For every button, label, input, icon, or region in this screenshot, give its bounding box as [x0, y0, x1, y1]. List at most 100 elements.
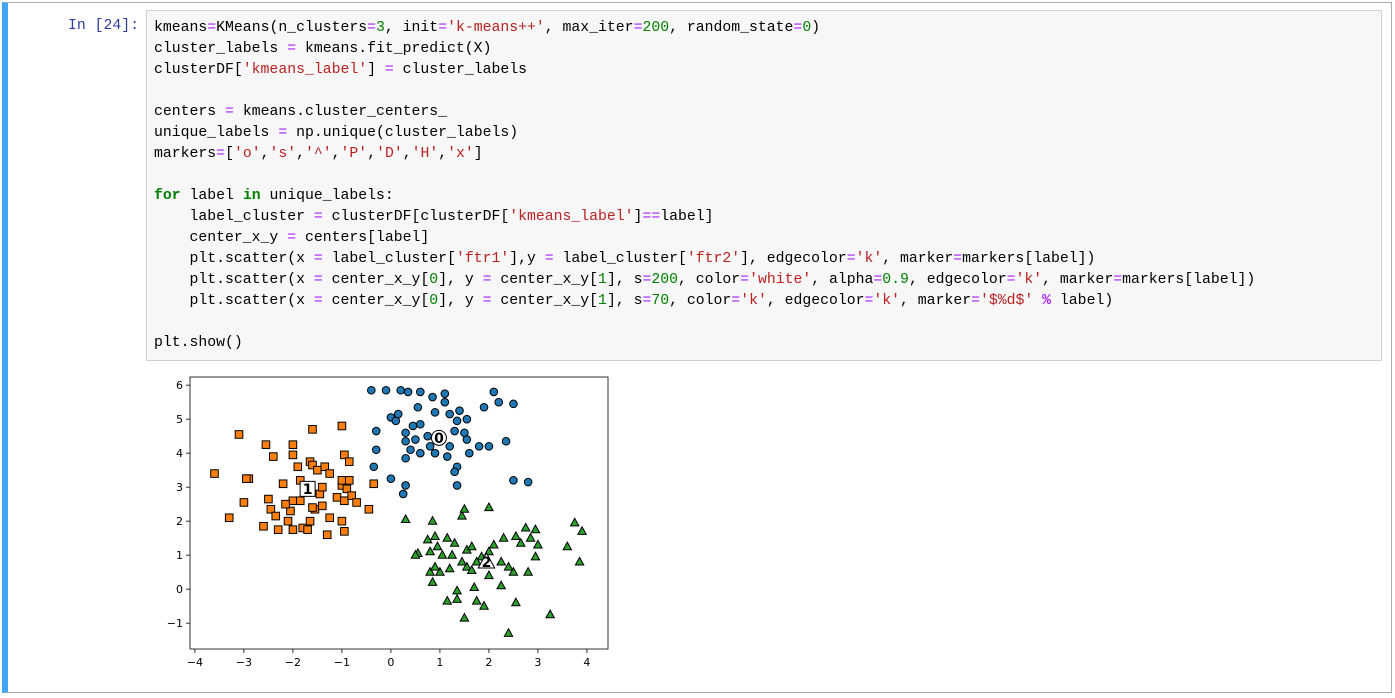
scatter-point — [509, 476, 518, 485]
code-token: 'k-means++' — [447, 20, 545, 36]
scatter-point — [452, 593, 463, 603]
code-line: unique_labels = np.unique(cluster_labels… — [154, 123, 518, 143]
scatter-point — [432, 541, 443, 551]
scatter-point — [242, 474, 251, 483]
scatter-point — [510, 597, 521, 607]
scatter-point — [308, 460, 317, 470]
scatter-point — [474, 442, 484, 451]
x-tick-label: 3 — [534, 656, 541, 669]
scatter-point — [239, 498, 249, 507]
scatter-point — [318, 482, 327, 492]
scatter-point — [224, 513, 234, 523]
code-token: = — [846, 251, 856, 267]
scatter-point — [452, 416, 462, 426]
scatter-point — [364, 504, 374, 514]
code-token: 1 — [598, 293, 607, 309]
scatter-point — [305, 516, 315, 526]
code-line: center_x_y = centers[label] — [154, 228, 430, 248]
code-token: center_x_y — [154, 230, 288, 246]
code-token: = — [216, 146, 226, 162]
scatter-point — [442, 532, 453, 542]
code-token: ], edgecolor — [740, 251, 847, 267]
scatter-point — [295, 496, 305, 506]
scatter-point — [503, 627, 514, 637]
code-token: plt.show() — [154, 335, 243, 351]
code-token: , edgecolor — [766, 293, 865, 309]
scatter-point — [210, 469, 219, 478]
code-token: ] — [633, 209, 643, 225]
code-token: , alpha — [811, 272, 874, 288]
scatter-point — [352, 498, 361, 507]
code-token: clusterDF[ — [154, 62, 243, 78]
scatter-point — [344, 476, 354, 485]
scatter-point — [325, 513, 334, 523]
scatter-point — [530, 551, 541, 561]
scatter-point — [344, 457, 354, 466]
scatter-point — [445, 409, 455, 419]
code-token: cluster_labels — [154, 41, 288, 57]
scatter-point — [525, 532, 536, 542]
y-tick-label: 1 — [176, 549, 183, 562]
code-token: , marker — [1042, 272, 1114, 288]
scatter-point — [445, 442, 455, 451]
code-token: centers — [154, 104, 226, 120]
code-token: , edgecolor — [908, 272, 1007, 288]
scatter-point — [456, 556, 467, 566]
code-token: = — [793, 20, 803, 36]
code-editor[interactable]: kmeans=KMeans(n_clusters=3, init='k-mean… — [146, 10, 1382, 361]
scatter-point — [396, 385, 406, 395]
code-token: kmeans.cluster_centers_ — [233, 104, 448, 120]
code-token: = — [287, 41, 297, 57]
code-token: clusterDF[clusterDF[ — [322, 209, 510, 225]
code-token: 0.9 — [882, 272, 909, 288]
scatter-point — [523, 566, 534, 576]
code-token: = — [731, 293, 741, 309]
scatter-point — [403, 387, 413, 397]
code-token: center_x_y[ — [322, 272, 430, 288]
scatter-point — [401, 436, 410, 446]
code-token: 'k' — [873, 293, 901, 309]
code-token: markers[label]) — [962, 251, 1096, 267]
code-token: markers[label]) — [1122, 272, 1256, 288]
code-token: , random_state — [669, 20, 794, 36]
code-token: 'ftr2' — [686, 251, 741, 267]
code-token: plt.scatter(x — [154, 293, 314, 309]
scatter-point — [313, 465, 322, 475]
scatter-point — [569, 517, 580, 527]
code-token: = — [642, 272, 652, 288]
code-token: , init — [384, 20, 439, 36]
scatter-point — [325, 469, 334, 478]
scatter-point — [347, 491, 357, 500]
cluster-center — [299, 480, 316, 497]
scatter-point — [450, 467, 459, 477]
code-token: 1 — [598, 272, 607, 288]
scatter-point — [273, 525, 283, 534]
y-tick-label: −1 — [167, 617, 183, 630]
scatter-point — [429, 561, 441, 571]
code-token: , — [296, 146, 306, 162]
scatter-point — [322, 530, 332, 540]
code-token: ] — [473, 146, 483, 162]
scatter-point — [484, 442, 494, 451]
code-token: label) — [1051, 293, 1114, 309]
code-token: ],y — [509, 251, 545, 267]
scatter-point — [455, 406, 464, 415]
code-line: centers = kmeans.cluster_centers_ — [154, 102, 447, 122]
code-token: unique_labels: — [260, 188, 394, 204]
code-token: ) — [811, 20, 821, 36]
code-token: 0 — [429, 272, 439, 288]
scatter-point — [342, 484, 352, 494]
scatter-point — [427, 576, 438, 586]
code-token: = — [873, 272, 883, 288]
y-tick-label: 4 — [176, 447, 183, 460]
code-token: = — [313, 293, 323, 309]
code-token: 'P' — [340, 146, 368, 162]
code-line: plt.scatter(x = center_x_y[0], y = cente… — [154, 291, 1114, 311]
code-token: = — [953, 251, 963, 267]
code-token: 'ftr1' — [455, 251, 510, 267]
scatter-point — [266, 504, 276, 514]
code-token: 'k' — [855, 251, 883, 267]
code-token: label_cluster[ — [553, 251, 687, 267]
scatter-point — [308, 503, 317, 512]
